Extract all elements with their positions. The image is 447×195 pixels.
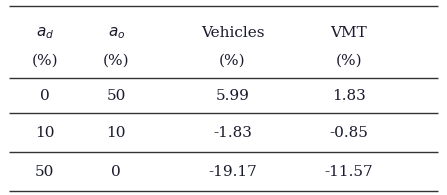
Text: 0: 0: [40, 89, 50, 103]
Text: 10: 10: [35, 126, 55, 140]
Text: VMT: VMT: [330, 26, 367, 40]
Text: $a_o$: $a_o$: [108, 25, 125, 41]
Text: 5.99: 5.99: [215, 89, 249, 103]
Text: $a_d$: $a_d$: [36, 25, 54, 41]
Text: (%): (%): [335, 53, 362, 67]
Text: -1.83: -1.83: [213, 126, 252, 140]
Text: 10: 10: [106, 126, 126, 140]
Text: (%): (%): [31, 53, 58, 67]
Text: (%): (%): [103, 53, 130, 67]
Text: (%): (%): [219, 53, 246, 67]
Text: 50: 50: [35, 165, 55, 179]
Text: -11.57: -11.57: [325, 165, 373, 179]
Text: -0.85: -0.85: [329, 126, 368, 140]
Text: -19.17: -19.17: [208, 165, 257, 179]
Text: 0: 0: [111, 165, 121, 179]
Text: Vehicles: Vehicles: [201, 26, 264, 40]
Text: 1.83: 1.83: [332, 89, 366, 103]
Text: 50: 50: [106, 89, 126, 103]
